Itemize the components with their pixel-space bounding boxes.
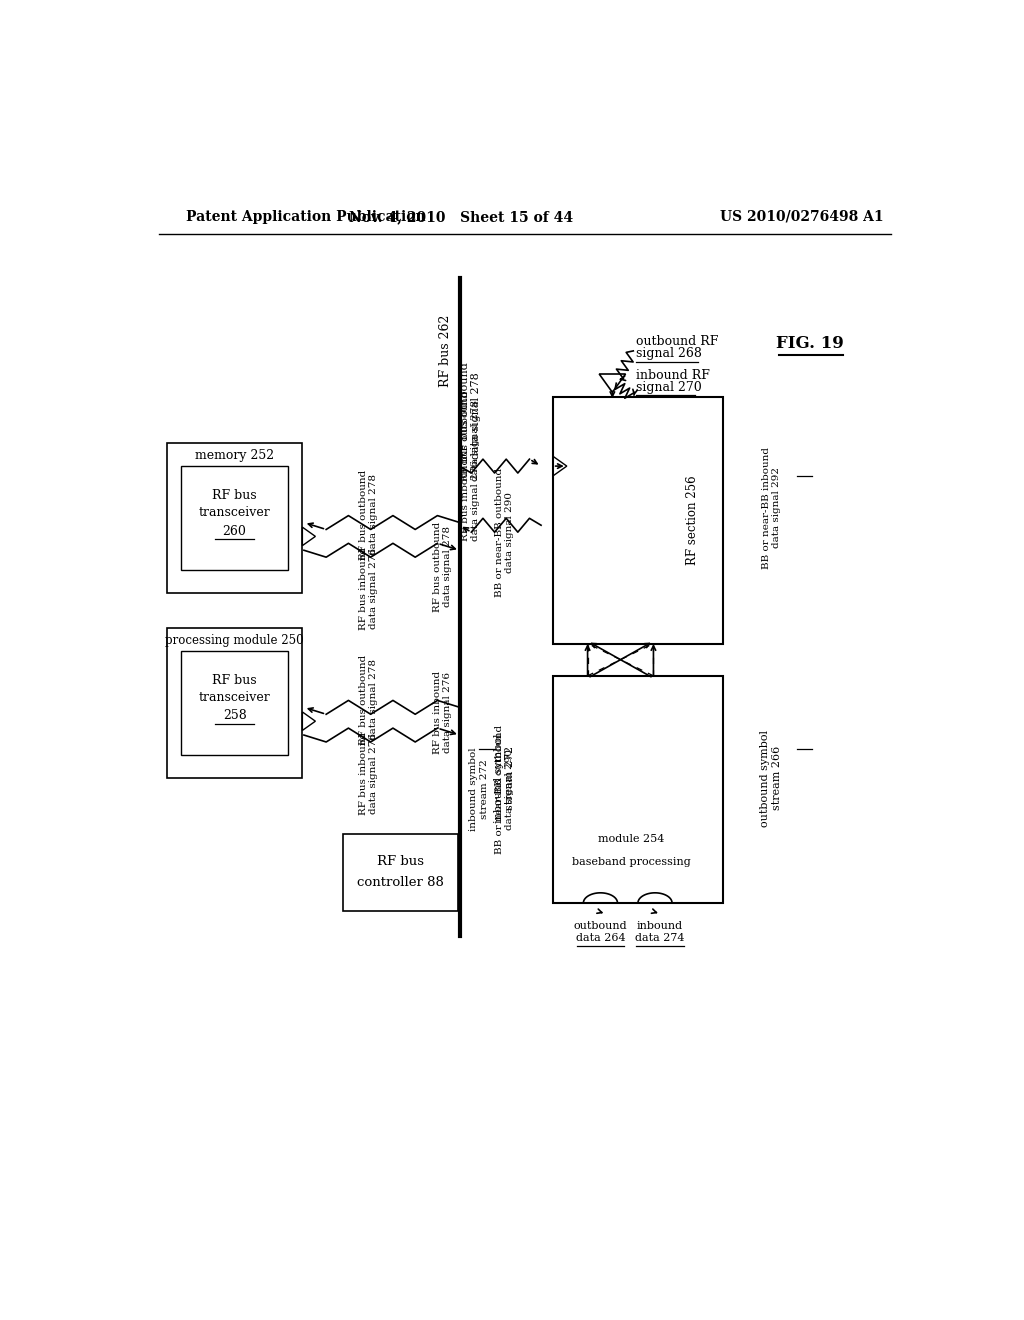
Text: US 2010/0276498 A1: US 2010/0276498 A1 (721, 210, 884, 224)
Bar (167, 628, 302, 779)
Text: signal 268: signal 268 (636, 347, 701, 360)
Text: module 254: module 254 (598, 834, 665, 845)
Text: RF bus: RF bus (212, 490, 257, 502)
Text: controller 88: controller 88 (357, 875, 444, 888)
Text: baseband processing: baseband processing (571, 857, 690, 867)
Text: data 274: data 274 (635, 933, 685, 944)
Text: inbound: inbound (637, 921, 683, 931)
Text: transceiver: transceiver (199, 506, 270, 519)
Text: signal 270: signal 270 (636, 381, 701, 395)
Text: RF bus outbound
data signal 278: RF bus outbound data signal 278 (358, 470, 378, 560)
Bar (180, 651, 289, 755)
Text: outbound symbol
stream 266: outbound symbol stream 266 (761, 730, 782, 826)
Text: RF section 256: RF section 256 (686, 475, 699, 565)
Bar (167, 444, 302, 594)
Text: RF bus outbound
data signal 278: RF bus outbound data signal 278 (433, 521, 453, 611)
Text: 258: 258 (222, 709, 247, 722)
Text: outbound RF: outbound RF (636, 335, 718, 348)
Text: RF bus inbound
data signal 276: RF bus inbound data signal 276 (358, 733, 378, 816)
Text: RF bus inbound
data signal 276: RF bus inbound data signal 276 (433, 672, 453, 754)
Text: outbound: outbound (573, 921, 628, 931)
Text: RF bus 262: RF bus 262 (439, 314, 453, 387)
Text: Patent Application Publication: Patent Application Publication (186, 210, 426, 224)
Text: inbound RF: inbound RF (636, 370, 710, 381)
Text: inbound symbol
stream 272: inbound symbol stream 272 (469, 747, 488, 832)
Text: RF bus inbound
data signal 276: RF bus inbound data signal 276 (461, 458, 480, 541)
Text: RF bus: RF bus (212, 675, 257, 686)
Bar (180, 466, 289, 570)
Text: memory 252: memory 252 (195, 449, 274, 462)
Bar (553, 676, 723, 903)
Text: BB or near-BB inbound
data signal 292: BB or near-BB inbound data signal 292 (762, 447, 781, 569)
Text: BB or near-BB outbound
data signal 290: BB or near-BB outbound data signal 290 (495, 469, 514, 597)
Text: RF bus outbound
data signal 278: RF bus outbound data signal 278 (461, 391, 480, 482)
Text: 260: 260 (222, 524, 247, 537)
Text: RF bus outbound
data signal 278: RF bus outbound data signal 278 (460, 362, 481, 459)
Text: transceiver: transceiver (199, 690, 270, 704)
Text: RF bus inbound
data signal 276: RF bus inbound data signal 276 (358, 548, 378, 631)
Bar (343, 834, 458, 911)
Text: RF bus: RF bus (377, 855, 424, 869)
Text: BB or near-BB outbound
data signal 290: BB or near-BB outbound data signal 290 (495, 725, 514, 854)
Text: data 264: data 264 (575, 933, 626, 944)
Text: Nov. 4, 2010   Sheet 15 of 44: Nov. 4, 2010 Sheet 15 of 44 (349, 210, 573, 224)
Text: FIG. 19: FIG. 19 (776, 335, 844, 351)
Text: inbound symbol
stream 272: inbound symbol stream 272 (494, 734, 515, 822)
Bar (553, 397, 723, 644)
Text: RF bus outbound
data signal 278: RF bus outbound data signal 278 (358, 655, 378, 744)
Text: processing module 250: processing module 250 (165, 634, 304, 647)
